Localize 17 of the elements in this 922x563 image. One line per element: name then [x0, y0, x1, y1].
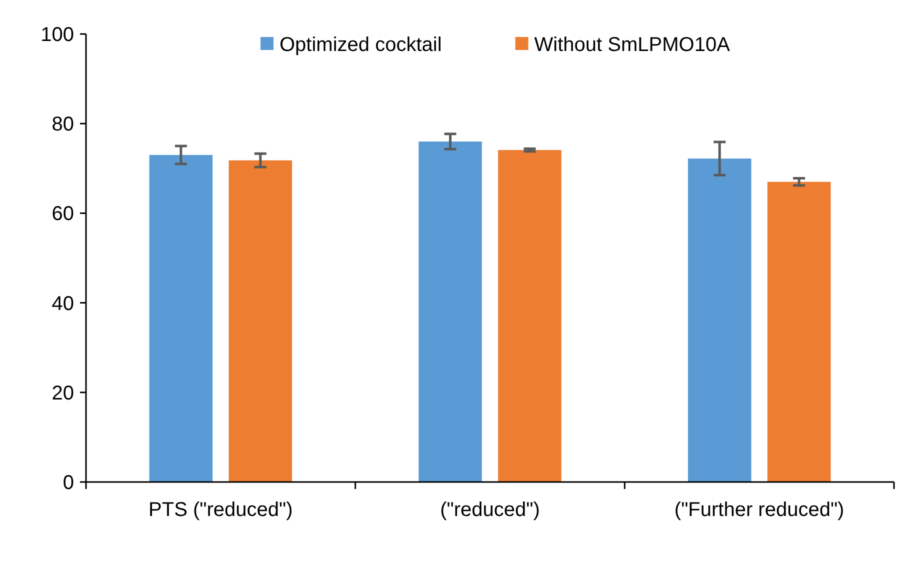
y-tick-label: 0 [62, 472, 74, 494]
x-tick-label: ("Further reduced") [674, 499, 844, 521]
y-tick-label: 20 [52, 382, 74, 404]
y-tick-label: 80 [52, 114, 74, 136]
bar [498, 150, 562, 482]
bar [767, 182, 831, 482]
bar [688, 158, 752, 482]
y-tick-label: 100 [40, 24, 74, 46]
y-tick-label: 40 [52, 292, 74, 315]
x-tick-label: PTS ("reduced") [148, 499, 293, 521]
bar [149, 154, 213, 482]
x-tick-label: ("reduced") [440, 499, 540, 521]
legend-label: Optimized cocktail [280, 34, 442, 56]
legend-label: Without SmLPMO10A [534, 34, 731, 56]
y-tick-label: 60 [52, 203, 74, 226]
bar [228, 160, 292, 482]
bar [418, 142, 482, 482]
